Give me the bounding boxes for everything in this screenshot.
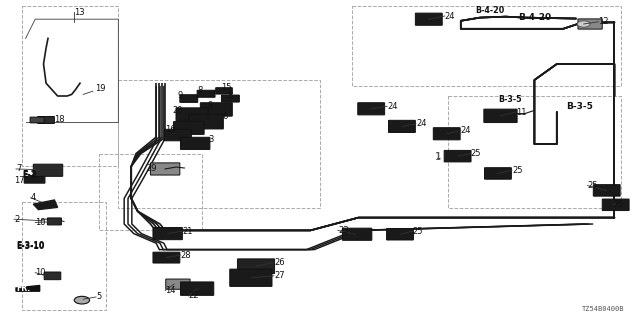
- Text: 21: 21: [182, 227, 193, 236]
- Circle shape: [74, 296, 90, 304]
- Text: 18: 18: [54, 115, 65, 124]
- Text: 24: 24: [445, 12, 455, 20]
- Text: 26: 26: [274, 258, 285, 267]
- Text: 16: 16: [165, 125, 176, 134]
- Text: 25: 25: [588, 181, 598, 190]
- Text: E-3-10: E-3-10: [16, 241, 44, 250]
- FancyBboxPatch shape: [47, 218, 61, 225]
- FancyBboxPatch shape: [153, 252, 180, 263]
- FancyBboxPatch shape: [166, 279, 190, 289]
- FancyBboxPatch shape: [342, 228, 372, 240]
- FancyBboxPatch shape: [387, 228, 413, 240]
- FancyBboxPatch shape: [358, 103, 385, 115]
- Text: FR.: FR.: [16, 284, 30, 293]
- FancyBboxPatch shape: [44, 272, 61, 280]
- Text: 24: 24: [387, 102, 397, 111]
- Polygon shape: [16, 285, 40, 291]
- FancyBboxPatch shape: [593, 185, 620, 196]
- Text: 29: 29: [146, 164, 156, 173]
- Text: 23: 23: [338, 226, 349, 235]
- FancyBboxPatch shape: [484, 109, 517, 123]
- Text: 8: 8: [227, 91, 232, 100]
- FancyBboxPatch shape: [444, 150, 471, 162]
- FancyBboxPatch shape: [173, 122, 204, 134]
- Text: 12: 12: [598, 17, 609, 26]
- FancyBboxPatch shape: [197, 90, 215, 97]
- Text: 25: 25: [470, 149, 481, 158]
- Text: E-2: E-2: [22, 170, 36, 179]
- Text: 27: 27: [274, 271, 285, 280]
- FancyBboxPatch shape: [180, 95, 198, 102]
- FancyBboxPatch shape: [578, 19, 602, 29]
- Text: 11: 11: [516, 108, 526, 116]
- Text: TZ54B0400B: TZ54B0400B: [582, 306, 624, 312]
- FancyBboxPatch shape: [230, 269, 272, 286]
- Text: 24: 24: [461, 126, 471, 135]
- FancyBboxPatch shape: [150, 163, 180, 175]
- Text: 9: 9: [178, 91, 183, 100]
- Text: 24: 24: [416, 119, 426, 128]
- Text: 2: 2: [14, 215, 19, 224]
- Text: B-3-5: B-3-5: [566, 102, 593, 111]
- Text: E-3-10: E-3-10: [16, 242, 44, 251]
- Text: B-3-5: B-3-5: [498, 95, 522, 104]
- FancyBboxPatch shape: [180, 282, 214, 295]
- FancyBboxPatch shape: [415, 13, 442, 25]
- FancyBboxPatch shape: [484, 168, 511, 179]
- Text: 7: 7: [16, 164, 21, 172]
- Text: 9: 9: [208, 101, 213, 110]
- Text: E-2: E-2: [22, 171, 38, 180]
- FancyBboxPatch shape: [38, 116, 54, 124]
- FancyBboxPatch shape: [200, 103, 232, 116]
- Text: 5: 5: [96, 292, 101, 301]
- Text: 25: 25: [413, 227, 423, 236]
- Circle shape: [577, 21, 590, 27]
- Text: 25: 25: [613, 200, 623, 209]
- Text: 15: 15: [221, 83, 231, 92]
- FancyBboxPatch shape: [221, 95, 239, 102]
- FancyBboxPatch shape: [164, 129, 191, 141]
- FancyBboxPatch shape: [602, 199, 629, 211]
- Text: 6: 6: [223, 112, 228, 121]
- Polygon shape: [33, 200, 58, 210]
- FancyBboxPatch shape: [433, 128, 460, 140]
- FancyBboxPatch shape: [153, 228, 182, 240]
- Text: 17: 17: [14, 176, 25, 185]
- Text: 1: 1: [435, 152, 440, 161]
- Text: 3: 3: [208, 135, 213, 144]
- FancyBboxPatch shape: [33, 164, 63, 176]
- Text: 22: 22: [189, 292, 199, 300]
- Text: 10: 10: [35, 268, 45, 277]
- FancyBboxPatch shape: [388, 120, 415, 132]
- FancyBboxPatch shape: [30, 117, 44, 123]
- Text: 8: 8: [197, 86, 202, 95]
- Text: 19: 19: [95, 84, 105, 93]
- FancyBboxPatch shape: [216, 88, 232, 94]
- FancyBboxPatch shape: [237, 259, 275, 274]
- Text: 10: 10: [35, 218, 45, 227]
- Text: B-4-20: B-4-20: [475, 6, 504, 15]
- Text: 28: 28: [180, 251, 191, 260]
- FancyBboxPatch shape: [189, 114, 223, 129]
- Text: 13: 13: [74, 8, 84, 17]
- Text: 14: 14: [165, 286, 175, 295]
- Text: B-4-20: B-4-20: [518, 13, 552, 22]
- FancyBboxPatch shape: [180, 137, 210, 149]
- FancyBboxPatch shape: [176, 108, 208, 121]
- Text: 25: 25: [512, 166, 522, 175]
- Text: 1: 1: [435, 152, 442, 162]
- Text: 4: 4: [31, 193, 36, 202]
- Text: 20: 20: [173, 106, 183, 115]
- Polygon shape: [24, 172, 45, 183]
